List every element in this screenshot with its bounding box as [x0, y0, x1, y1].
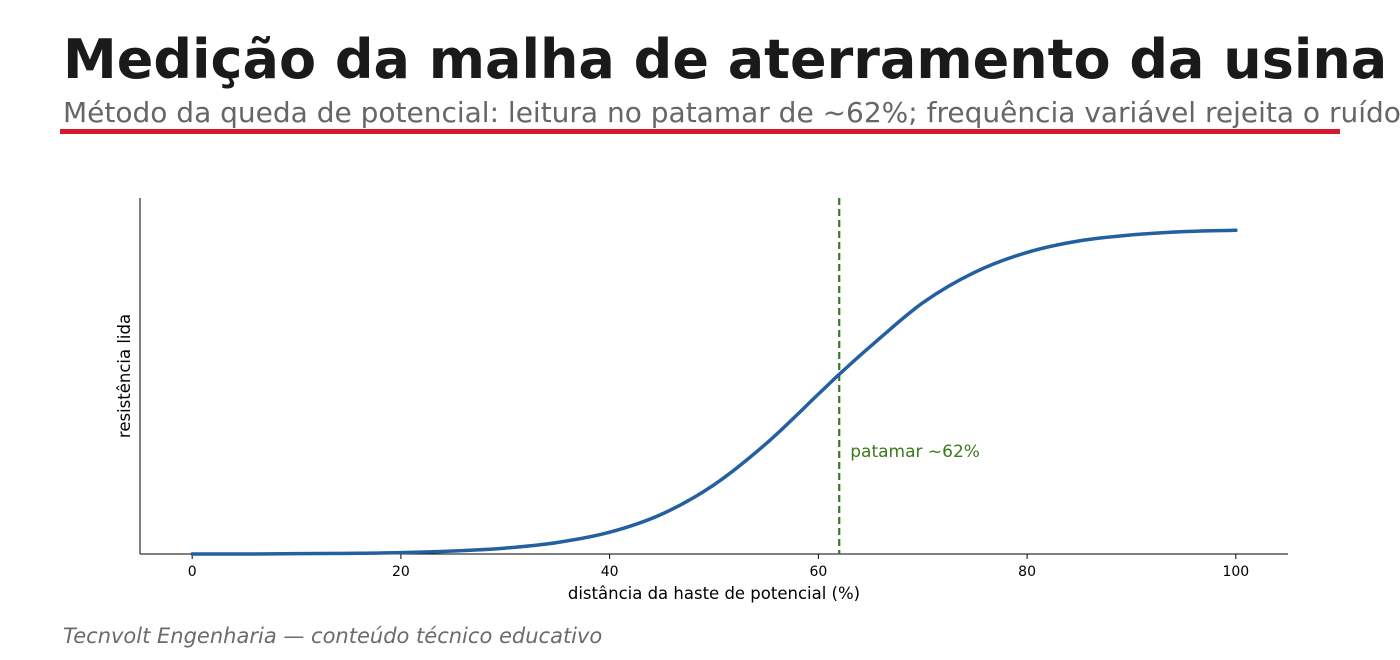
series-line — [190, 228, 1238, 556]
annotation-label: patamar ~62% — [850, 442, 980, 462]
footer-credit: Tecnvolt Engenharia — conteúdo técnico e… — [63, 624, 603, 648]
x-axis-label: distância da haste de potencial (%) — [568, 584, 860, 603]
chart-axes — [139, 198, 1288, 555]
page-subtitle: Método da queda de potencial: leitura no… — [63, 96, 1400, 129]
x-tick-label: 100 — [1222, 564, 1249, 580]
x-ticks: 0 20 40 60 80 100 — [188, 554, 1249, 580]
accent-rule — [60, 129, 1340, 134]
x-tick-label: 20 — [392, 564, 410, 580]
chart-annotations: patamar ~62% — [838, 198, 980, 554]
x-tick-label: 60 — [809, 564, 827, 580]
x-tick-label: 0 — [188, 564, 197, 580]
page-title: Medição da malha de aterramento da usina — [63, 28, 1388, 91]
x-tick-label: 80 — [1018, 564, 1036, 580]
x-tick-label: 40 — [601, 564, 619, 580]
y-axis-label: resistência lida — [115, 314, 134, 438]
chart-series — [190, 228, 1238, 556]
